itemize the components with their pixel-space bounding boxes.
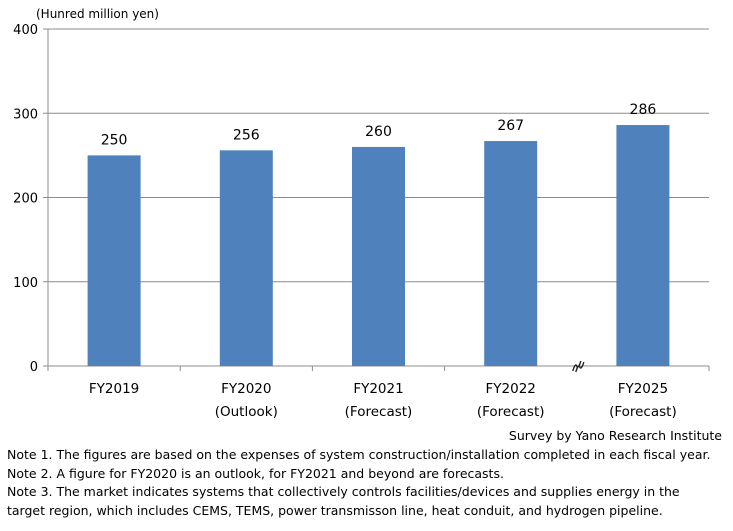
y-axis-unit-label: (Hunred million yen) [36, 7, 159, 21]
x-category-sublabel: (Forecast) [477, 404, 545, 420]
x-category-label: FY2019 [89, 381, 139, 397]
y-tick-label: 300 [13, 107, 38, 122]
source-credit: Survey by Yano Research Institute [508, 428, 722, 443]
data-label: 256 [233, 127, 260, 143]
note-1: Note 1. The figures are based on the exp… [7, 447, 711, 462]
y-tick-label: 200 [13, 192, 38, 207]
x-category-label: FY2020 [221, 381, 271, 397]
note-3: Note 3. The market indicates systems tha… [7, 484, 680, 499]
bar-fy2021 [352, 146, 405, 366]
data-label: 286 [630, 102, 657, 118]
data-label: 250 [101, 132, 128, 148]
x-category-label: FY2022 [486, 381, 536, 397]
note-2: Note 2. A figure for FY2020 is an outloo… [7, 465, 504, 481]
notes-block: Note 1. The figures are based on the exp… [7, 446, 727, 520]
data-label: 267 [497, 118, 524, 134]
axis-break-marker [572, 360, 585, 373]
y-tick-label: 100 [13, 276, 38, 291]
bar-fy2022 [484, 141, 538, 366]
x-category-label: FY2021 [353, 381, 403, 397]
x-category-label: FY2025 [618, 381, 668, 397]
note-3-continued: target region, which includes CEMS, TEMS… [7, 502, 663, 518]
x-category-sublabel: (Outlook) [215, 404, 278, 420]
bar-fy2020 [219, 150, 273, 366]
y-tick-label: 400 [13, 23, 38, 38]
bar-fy2019 [87, 155, 141, 366]
x-category-sublabel: (Forecast) [345, 404, 413, 420]
y-tick-label: 0 [30, 360, 38, 375]
x-category-sublabel: (Forecast) [609, 404, 677, 420]
bar-fy2025 [616, 125, 670, 366]
data-label: 260 [365, 124, 392, 140]
